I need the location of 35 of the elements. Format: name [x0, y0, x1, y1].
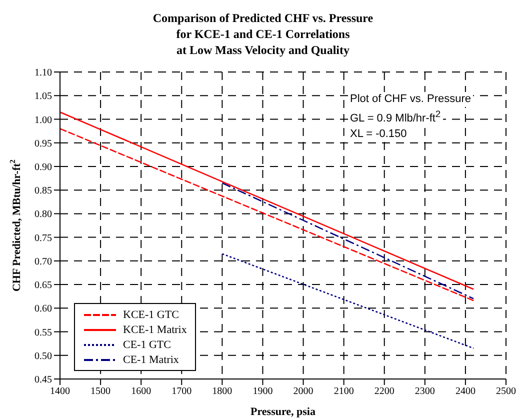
y-tick-label: 0.85: [34, 186, 52, 197]
annotation: Plot of CHF vs. Pressure: [348, 92, 474, 107]
legend-label: CE-1 Matrix: [123, 354, 179, 366]
x-tick-label: 1900: [252, 386, 273, 398]
x-tick-label: 1600: [131, 386, 152, 398]
x-tick-label: 1400: [50, 386, 70, 398]
y-tick-label: 0.45: [34, 374, 52, 386]
x-tick-label: 2000: [293, 386, 314, 398]
x-tick-label: 2100: [334, 386, 354, 398]
y-tick-label: 1.00: [34, 114, 52, 126]
y-tick-label: 0.90: [34, 162, 52, 174]
x-tick-label: 2400: [455, 386, 476, 398]
chart-title: Comparison of Predicted CHF vs. Pressure for KCE-1 and CE-1 Correlations at Low Mass Velocity and Quality: [152, 10, 374, 59]
annotation: XL = -0.150: [348, 126, 409, 142]
legend-label: KCE-1 GTC: [123, 308, 179, 320]
y-tick-label: 0.95: [34, 138, 52, 150]
x-axis-title: Pressure, psia: [250, 406, 316, 418]
legend-label: CE-1 GTC: [123, 338, 171, 350]
y-tick-label: 0.55: [34, 327, 52, 338]
y-tick-label: 0.50: [34, 350, 52, 362]
y-tick-label: 0.70: [34, 256, 52, 268]
y-tick-label: 0.65: [34, 280, 52, 292]
legend-label: KCE-1 Matrix: [123, 324, 187, 336]
x-tick-label: 1700: [172, 386, 192, 398]
y-tick-label: 0.75: [34, 232, 52, 244]
y-tick-label: 0.80: [34, 209, 52, 220]
y-tick-label: 0.60: [34, 304, 52, 315]
x-tick-label: 2300: [414, 386, 435, 398]
x-tick-label: 1800: [212, 386, 232, 398]
annotation: GL = 0.9 Mlb/hr-ft$^{2}$: [348, 107, 443, 127]
x-tick-label: 1500: [90, 386, 111, 398]
x-tick-label: 2200: [374, 386, 394, 398]
y-tick-label: 1.10: [34, 68, 52, 79]
y-tick-label: 1.05: [34, 91, 52, 102]
x-tick-label: 2500: [496, 386, 516, 398]
